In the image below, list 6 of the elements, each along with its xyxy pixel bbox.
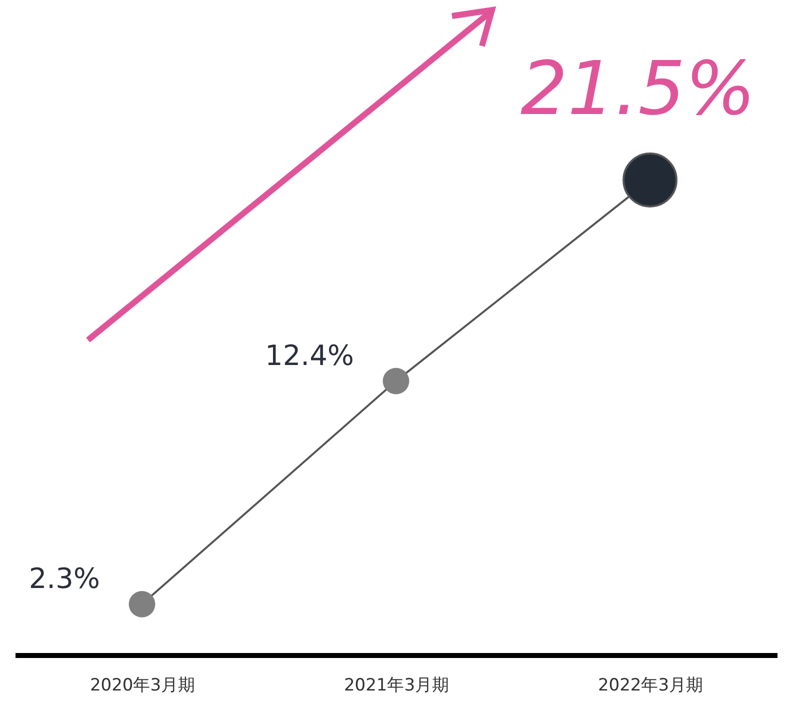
x-tick-label: 2020年3月期 [90,676,196,696]
data-label: 12.4% [265,339,354,372]
data-label: 2.3% [28,562,100,596]
x-tick-label: 2021年3月期 [344,676,450,696]
data-label: 21.5% [520,46,756,132]
x-tick-label: 2022年3月期 [598,676,704,696]
